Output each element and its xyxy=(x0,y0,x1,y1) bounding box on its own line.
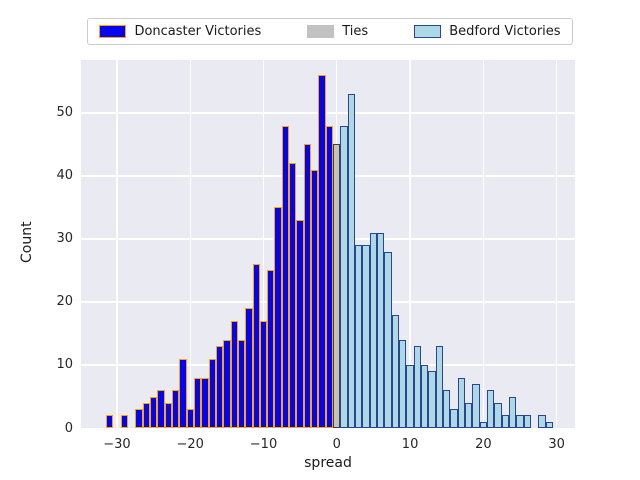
histogram-bar xyxy=(494,402,502,428)
x-tick-label: 0 xyxy=(332,437,341,452)
legend-item-ties: Ties xyxy=(307,24,368,39)
histogram-bar xyxy=(377,232,385,428)
y-tick-label: 30 xyxy=(56,231,73,247)
histogram-bar xyxy=(435,346,444,428)
histogram-bar xyxy=(164,402,172,428)
x-tick-label: −10 xyxy=(249,437,278,452)
gridline-vertical xyxy=(409,60,411,428)
histogram-bar xyxy=(267,270,275,428)
histogram-bar xyxy=(303,144,312,428)
histogram-bar xyxy=(457,377,466,428)
doncaster-swatch-icon xyxy=(99,25,127,38)
legend-item-bedford: Bedford Victories xyxy=(414,24,561,39)
histogram-bar xyxy=(340,125,348,428)
histogram-bar xyxy=(465,402,473,428)
plot-area xyxy=(81,60,575,428)
legend-label-bedford: Bedford Victories xyxy=(449,24,561,39)
histogram-bar xyxy=(105,415,114,428)
histogram-bar xyxy=(318,75,326,428)
gridline-vertical xyxy=(555,60,558,428)
legend-label-ties: Ties xyxy=(342,24,369,39)
histogram-bar xyxy=(135,409,143,428)
histogram-bar xyxy=(472,383,480,428)
histogram-bar xyxy=(157,390,165,428)
histogram-bar xyxy=(384,251,392,428)
histogram-bar xyxy=(516,415,524,428)
x-axis-label: spread xyxy=(304,455,352,471)
legend-item-doncaster: Doncaster Victories xyxy=(99,24,261,39)
histogram-bar xyxy=(230,320,238,428)
y-tick-label: 40 xyxy=(56,168,73,184)
histogram-bar xyxy=(274,207,282,428)
histogram-bar xyxy=(501,415,510,428)
histogram-bar xyxy=(347,94,356,428)
histogram-bar xyxy=(120,415,128,428)
histogram-bar xyxy=(245,308,253,428)
gridline-vertical xyxy=(189,60,191,428)
histogram-bar xyxy=(252,264,260,428)
x-tick-label: 30 xyxy=(548,437,565,452)
histogram-bar xyxy=(523,415,532,428)
y-tick-label: 50 xyxy=(56,105,73,121)
histogram-bar xyxy=(201,377,209,428)
histogram-bar xyxy=(545,421,553,428)
histogram-bar xyxy=(399,339,407,428)
x-tick-label: −30 xyxy=(103,437,131,452)
histogram-bar xyxy=(487,390,495,428)
ties-swatch-icon xyxy=(307,25,335,38)
y-tick-label: 10 xyxy=(56,357,73,373)
histogram-bar xyxy=(223,339,231,428)
histogram-bar xyxy=(296,220,304,428)
histogram-bar xyxy=(450,409,458,428)
y-tick-label: 0 xyxy=(64,420,73,436)
gridline-vertical xyxy=(116,60,118,428)
histogram-bar xyxy=(428,371,436,428)
histogram-bar xyxy=(538,415,546,428)
x-tick-label: 10 xyxy=(401,437,419,452)
histogram-bar xyxy=(509,396,517,428)
histogram-bar xyxy=(142,402,150,428)
histogram-bar xyxy=(479,421,488,428)
histogram-bar xyxy=(289,163,297,428)
histogram-bar xyxy=(215,346,224,428)
histogram-bar xyxy=(406,365,414,428)
histogram-bar xyxy=(171,390,180,428)
histogram-bar xyxy=(421,365,429,428)
histogram-bar xyxy=(186,409,194,428)
histogram-bar xyxy=(325,125,334,428)
histogram-bar xyxy=(281,125,290,428)
histogram-bar xyxy=(413,346,422,428)
histogram-bar xyxy=(362,245,370,428)
histogram-bar xyxy=(333,144,341,428)
histogram-bar xyxy=(237,339,246,428)
histogram-bar xyxy=(208,358,216,428)
histogram-bar xyxy=(391,314,400,428)
histogram-bar xyxy=(259,320,268,428)
histogram-bar xyxy=(355,245,363,428)
y-tick-label: 20 xyxy=(56,294,73,310)
histogram-bar xyxy=(311,169,319,428)
legend: Doncaster Victories Ties Bedford Victori… xyxy=(87,18,573,45)
gridline-vertical xyxy=(482,60,485,428)
histogram-bar xyxy=(179,358,187,428)
histogram-bar xyxy=(369,232,378,428)
x-tick-label: 20 xyxy=(475,437,492,452)
histogram-bar xyxy=(193,377,202,428)
x-tick-label: −20 xyxy=(176,437,204,452)
gridline-vertical xyxy=(262,60,265,428)
bedford-swatch-icon xyxy=(414,25,442,38)
histogram-bar xyxy=(149,396,158,428)
histogram-bar xyxy=(443,390,451,428)
gridline-horizontal xyxy=(81,112,575,114)
legend-label-doncaster: Doncaster Victories xyxy=(134,24,262,39)
